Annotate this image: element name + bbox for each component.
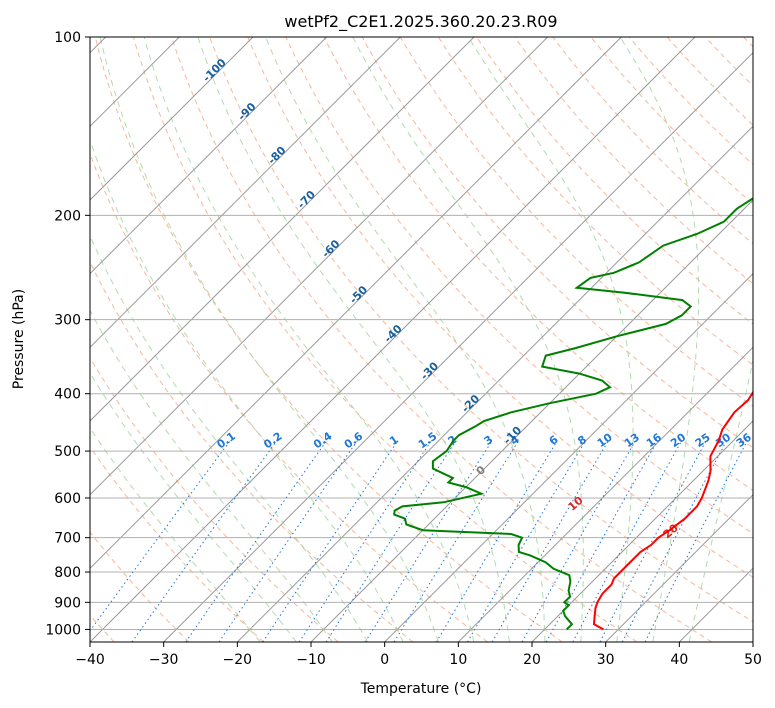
y-axis-label: Pressure (hPa) — [11, 289, 27, 389]
mixing-ratio-line — [467, 440, 587, 642]
isotherm-line — [163, 51, 753, 642]
dry-adiabat-line — [90, 260, 414, 642]
x-tick-label: 20 — [523, 652, 541, 668]
moist-adiabat-line — [90, 138, 404, 642]
moist-adiabat-line — [619, 37, 699, 642]
moist-adiabat-line — [90, 235, 369, 642]
dry-adiabat-line — [90, 356, 339, 642]
x-axis-ticks: −40 −30 −20 −10 0 10 20 30 40 50 — [75, 642, 762, 668]
mixing-ratio-line — [364, 440, 493, 642]
y-tick-label: 900 — [54, 595, 81, 611]
y-tick-label: 700 — [54, 531, 81, 547]
isotherm-line — [90, 37, 622, 570]
dry-adiabat-line — [285, 37, 753, 535]
y-tick-label: 200 — [54, 208, 81, 224]
isotherms — [90, 37, 753, 642]
dry-adiabat-line — [247, 37, 753, 578]
dry-adiabat-line — [437, 37, 753, 366]
y-tick-label: 300 — [54, 313, 81, 329]
y-tick-label: 500 — [54, 444, 81, 460]
x-tick-label: −10 — [296, 652, 326, 668]
dry-adiabat-line — [132, 37, 638, 642]
mixing-ratio-line — [599, 440, 707, 642]
x-tick-label: 30 — [597, 652, 615, 668]
plot-frame — [89, 36, 754, 643]
isotherm-line — [90, 37, 328, 275]
isobars — [90, 37, 753, 630]
mixing-ratio-line — [644, 440, 748, 642]
dry-adiabat-line — [323, 37, 753, 491]
isotherm-line — [90, 37, 254, 201]
isotherm-line — [605, 493, 753, 642]
isotherm-line — [236, 125, 753, 642]
x-tick-label: −30 — [149, 652, 179, 668]
isotherm-line — [531, 420, 753, 642]
mixing-ratio-line — [621, 440, 728, 642]
mixing-ratio-line — [435, 440, 558, 642]
isotherm-line — [384, 272, 753, 642]
chart-title: wetPf2_C2E1.2025.360.20.23.R09 — [284, 12, 557, 32]
x-tick-label: 0 — [380, 652, 389, 668]
plot-area: 0.1 0.2 0.4 0.6 1 1.5 2 3 4 6 8 10 13 16 20 25 30 36-100-… — [90, 37, 754, 642]
isotherm-line — [90, 37, 549, 496]
y-tick-label: 100 — [54, 30, 81, 46]
moist-adiabat-line — [143, 37, 475, 642]
x-tick-label: −40 — [75, 652, 105, 668]
mixing-ratio-label: 36 — [734, 431, 754, 451]
y-tick-label: 600 — [54, 491, 81, 507]
isotherm-line — [310, 199, 753, 642]
mixing-ratio-line — [572, 440, 683, 642]
moist-adiabat-line — [688, 358, 753, 642]
y-tick-label: 800 — [54, 565, 81, 581]
y-tick-label: 400 — [54, 387, 81, 403]
x-tick-label: 50 — [744, 652, 762, 668]
moist-adiabat-line — [90, 427, 261, 642]
moist-adiabats — [90, 37, 753, 642]
moist-adiabat-line — [352, 37, 584, 642]
mixing-ratio-line — [131, 440, 278, 642]
moist-adiabat-line — [99, 37, 439, 642]
dry-adiabat-line — [90, 531, 190, 642]
y-axis-ticks: 100 200 300 400 500 600 700 800 900 1000 — [45, 30, 90, 638]
x-axis-label: Temperature (°C) — [360, 681, 482, 697]
mixing-ratio-lines — [90, 440, 748, 642]
mixing-ratio-line — [185, 440, 328, 642]
dry-adiabat-line — [399, 37, 753, 407]
temperature-profile-line — [592, 390, 753, 631]
isotherm-line — [90, 37, 475, 422]
isotherm-line — [457, 346, 753, 642]
dewpoint-profile-line — [393, 197, 753, 631]
y-tick-label: 1000 — [45, 622, 81, 638]
x-tick-label: 10 — [449, 652, 467, 668]
moist-adiabat-line — [265, 37, 546, 642]
x-tick-label: −20 — [223, 652, 253, 668]
mixing-ratio-line — [90, 440, 231, 632]
mixing-ratio-line — [218, 440, 358, 642]
x-tick-label: 40 — [670, 652, 688, 668]
moist-adiabat-line — [197, 37, 510, 642]
mixing-ratio-line — [393, 440, 520, 642]
moist-adiabat-line — [90, 371, 297, 642]
isotherm-line — [90, 37, 696, 642]
dry-adiabat-line — [209, 37, 753, 623]
isotherm-line — [90, 37, 401, 349]
